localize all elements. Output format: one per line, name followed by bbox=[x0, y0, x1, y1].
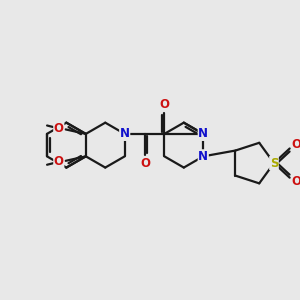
Text: N: N bbox=[198, 150, 208, 163]
Text: N: N bbox=[198, 128, 208, 140]
Text: O: O bbox=[292, 175, 300, 188]
Text: S: S bbox=[270, 157, 278, 169]
Text: O: O bbox=[159, 98, 170, 111]
Text: O: O bbox=[54, 122, 64, 135]
Text: N: N bbox=[120, 128, 130, 140]
Text: O: O bbox=[292, 138, 300, 151]
Text: O: O bbox=[140, 157, 150, 169]
Text: O: O bbox=[54, 155, 64, 168]
